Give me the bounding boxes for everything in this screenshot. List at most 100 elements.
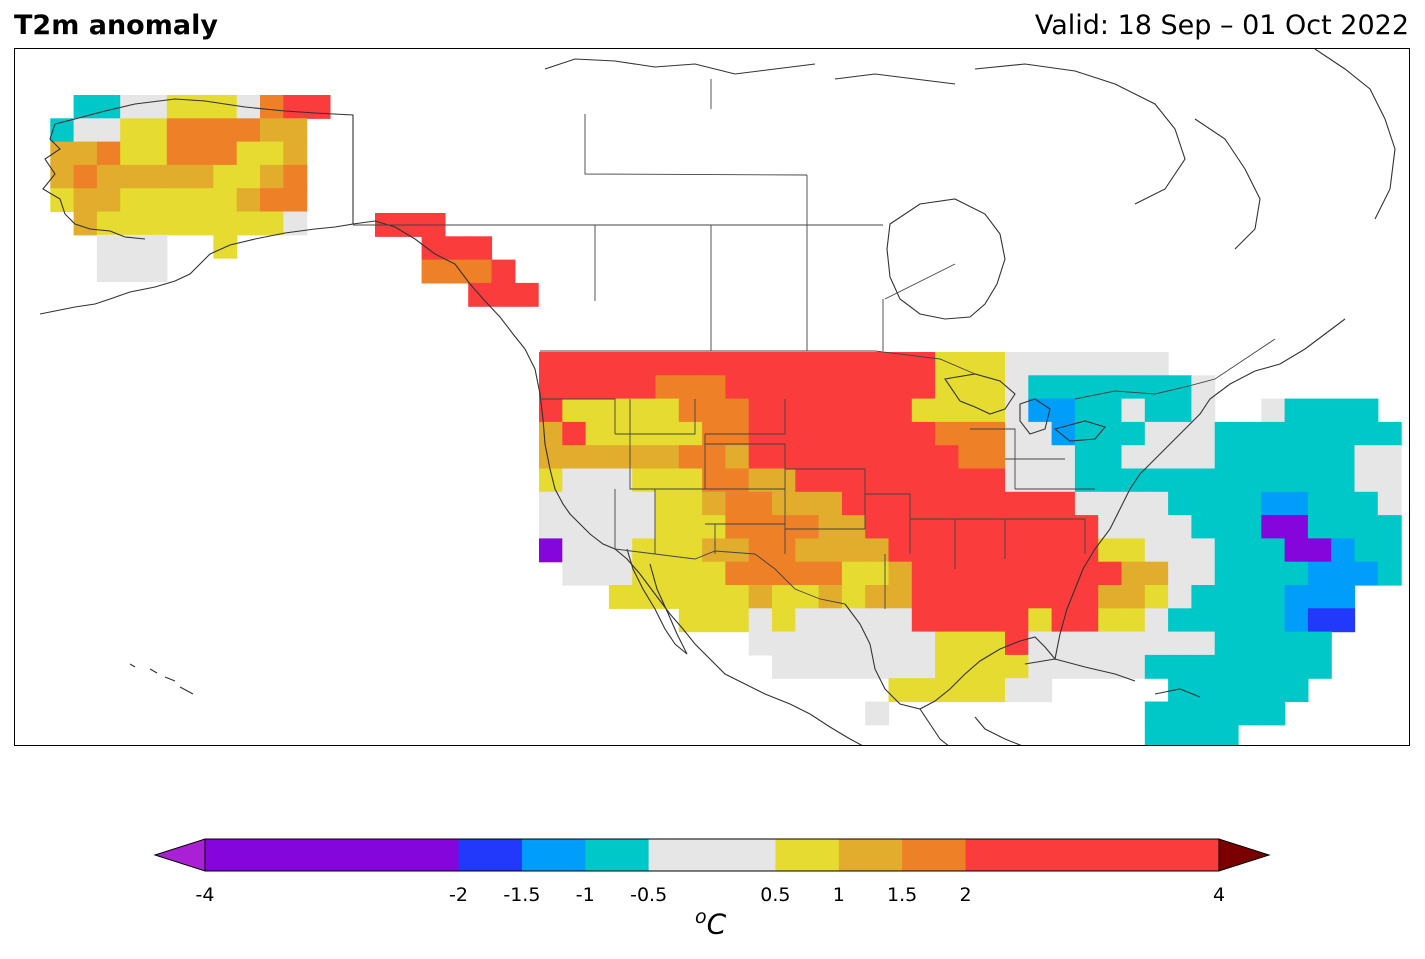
conus-cell (1284, 491, 1309, 516)
conus-cell (981, 515, 1006, 539)
conus-cell (795, 468, 820, 493)
conus-cell (935, 375, 959, 400)
conus-cell (935, 468, 959, 493)
conus-cell (748, 631, 773, 656)
conus-cell (1214, 515, 1239, 539)
conus-cell (539, 515, 563, 539)
conus-cell (702, 538, 726, 563)
conus-cell (888, 515, 913, 539)
conus-cell (795, 608, 820, 633)
conus-cell (1098, 585, 1123, 609)
colorbar-segment (838, 839, 903, 871)
conus-cell (1284, 421, 1309, 446)
caribbean-islands (1024, 658, 1201, 698)
conus-cell (818, 421, 843, 446)
conus-cell (585, 538, 610, 563)
conus-cell (1121, 561, 1146, 586)
alaska-cell (283, 95, 308, 119)
conus-cell (888, 654, 913, 679)
canada-provinces (584, 79, 956, 351)
alaska-cell (283, 164, 308, 189)
conus-cell (1074, 445, 1099, 470)
conus-cell (725, 468, 750, 493)
conus-cell (702, 352, 726, 376)
conus-cell (1238, 631, 1262, 656)
conus-cell (911, 445, 936, 470)
conus-cell (1354, 561, 1379, 586)
conus-cell (1284, 398, 1309, 423)
conus-cell (1214, 724, 1239, 745)
conus-cell (841, 631, 866, 656)
anomaly-cells (50, 95, 1402, 745)
conus-cell (1261, 678, 1286, 703)
conus-cell (772, 398, 796, 423)
conus-cell (748, 375, 773, 400)
alaska-cell (166, 118, 191, 143)
conus-cell (1354, 538, 1379, 563)
conus-cell (1168, 701, 1192, 726)
conus-cell (911, 538, 936, 563)
conus-cell (818, 491, 843, 516)
conus-cell (1307, 631, 1332, 656)
conus-cell (1051, 445, 1076, 470)
conus-cell (958, 585, 983, 609)
conus-cell (818, 398, 843, 423)
conus-cell (981, 421, 1006, 446)
alaska-cell (50, 188, 75, 213)
conus-cell (888, 398, 913, 423)
conus-cell (702, 375, 726, 400)
conus-cell (608, 515, 633, 539)
conus-cell (841, 445, 866, 470)
hudson-bay (886, 198, 1006, 320)
conus-cell (1191, 468, 1216, 493)
conus-cell (958, 654, 983, 679)
conus-cell (1261, 538, 1286, 563)
alaska-cell (236, 188, 261, 213)
conus-cell (632, 468, 657, 493)
us-states (540, 398, 1095, 609)
alaska-cell (166, 164, 191, 189)
conus-cell (632, 491, 657, 516)
colorbar-tick-label: -1 (575, 884, 595, 906)
conus-cell (1074, 654, 1099, 679)
conus-cell (841, 421, 866, 446)
conus-cell (748, 352, 773, 376)
conus-cell (1121, 421, 1146, 446)
alaska-cell (143, 188, 168, 213)
conus-cell (585, 515, 610, 539)
conus-cell (1005, 375, 1029, 400)
conus-cell (981, 445, 1006, 470)
conus-cell (1074, 631, 1099, 656)
colorbar-unit: oC (695, 906, 726, 940)
alaska-cell (190, 188, 214, 213)
unit-degree-sup: o (695, 906, 707, 928)
conus-cell (1005, 678, 1029, 703)
conus-cell (1144, 468, 1169, 493)
conus-cell (539, 421, 563, 446)
conus-cell (585, 445, 610, 470)
conus-cell (1331, 515, 1356, 539)
conus-cell (981, 678, 1006, 703)
conus-cell (981, 491, 1006, 516)
colorbar-over-extend (1218, 838, 1271, 872)
conus-cell (1261, 561, 1286, 586)
conus-cell (1354, 491, 1379, 516)
colorbar-tick-label: -2 (449, 884, 468, 906)
conus-cell (1098, 445, 1123, 470)
conus-cell (1238, 561, 1262, 586)
conus-cell (1284, 585, 1309, 609)
conus-cell (585, 352, 610, 376)
alaska-cell (50, 141, 75, 166)
conus-cell (632, 515, 657, 539)
conus-cell (1284, 468, 1309, 493)
conus-cell (818, 585, 843, 609)
conus-cell (981, 561, 1006, 586)
conus-cell (865, 352, 890, 376)
conus-cell (1284, 631, 1309, 656)
alaska-cell (143, 211, 168, 236)
conus-cell (1168, 631, 1192, 656)
conus-cell (795, 398, 820, 423)
conus-cell (772, 491, 796, 516)
conus-cell (608, 468, 633, 493)
alaska-cell (213, 164, 238, 189)
